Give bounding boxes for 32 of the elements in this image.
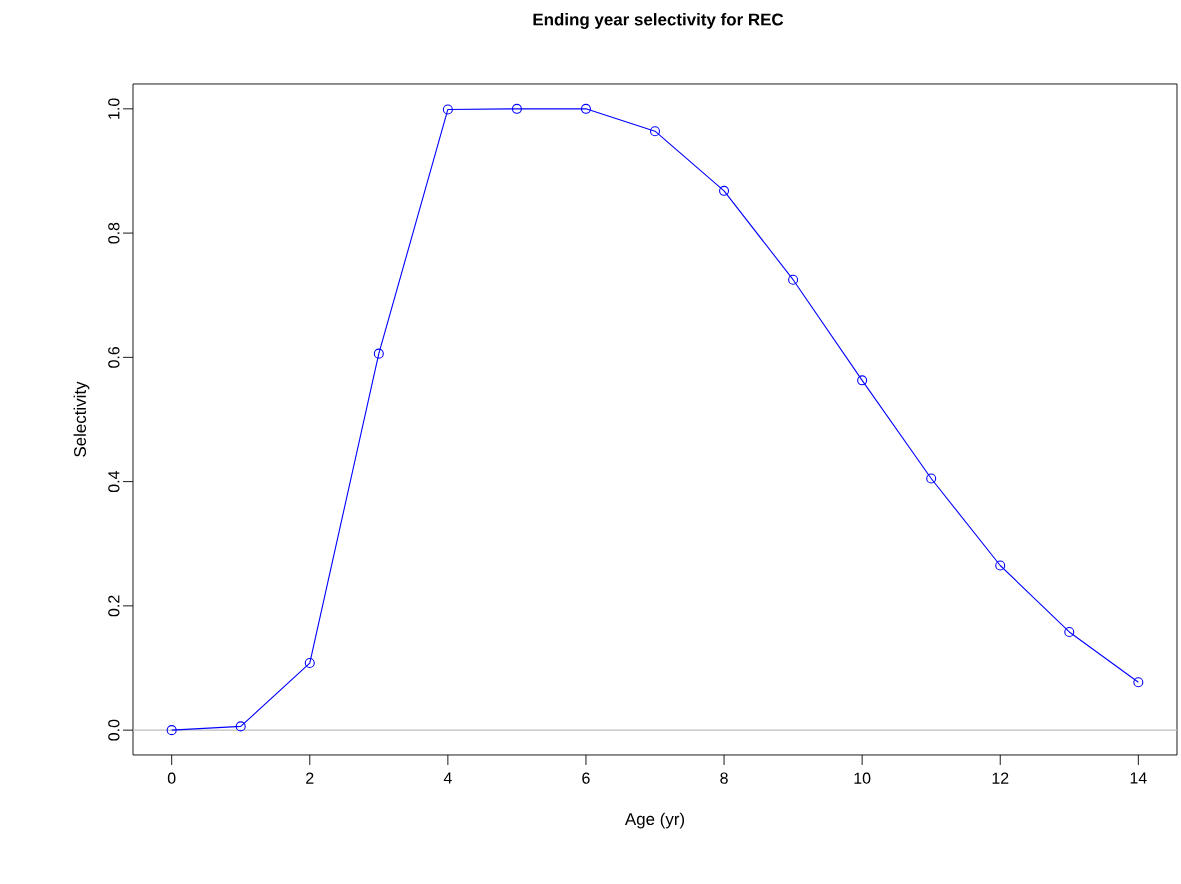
x-tick-label: 14	[1130, 772, 1147, 784]
point	[1133, 677, 1144, 688]
point	[235, 721, 246, 732]
x-axis-title: Age (yr)	[624, 812, 685, 829]
point	[373, 348, 384, 359]
y-tick-label: 0.2	[108, 595, 120, 617]
x-tick-label: 2	[306, 772, 314, 784]
x-tick-label: 10	[854, 772, 871, 784]
x-tick-label: 6	[582, 772, 590, 784]
y-tick-label: 1.0	[108, 98, 120, 119]
point	[442, 104, 453, 115]
x-tick-label: 0	[167, 772, 176, 784]
point	[857, 375, 868, 386]
y-tick-label: 0.8	[108, 222, 120, 244]
y-tick-label: 0.0	[108, 719, 120, 741]
point	[580, 103, 591, 114]
point	[719, 185, 730, 196]
x-tick-label: 4	[443, 772, 452, 784]
point	[511, 103, 522, 114]
chart-title: Ending year selectivity for REC	[533, 13, 784, 29]
point	[995, 560, 1006, 571]
y-axis-title: Selectivity	[73, 381, 90, 457]
point	[1064, 626, 1075, 637]
y-tick-label: 0.4	[108, 471, 120, 493]
point	[926, 473, 937, 484]
y-tick-label: 0.6	[108, 346, 120, 368]
point	[788, 274, 799, 285]
point	[304, 658, 315, 669]
x-tick-label: 8	[720, 772, 728, 784]
point	[649, 126, 661, 137]
x-tick-label: 12	[992, 772, 1009, 784]
point	[166, 725, 177, 736]
